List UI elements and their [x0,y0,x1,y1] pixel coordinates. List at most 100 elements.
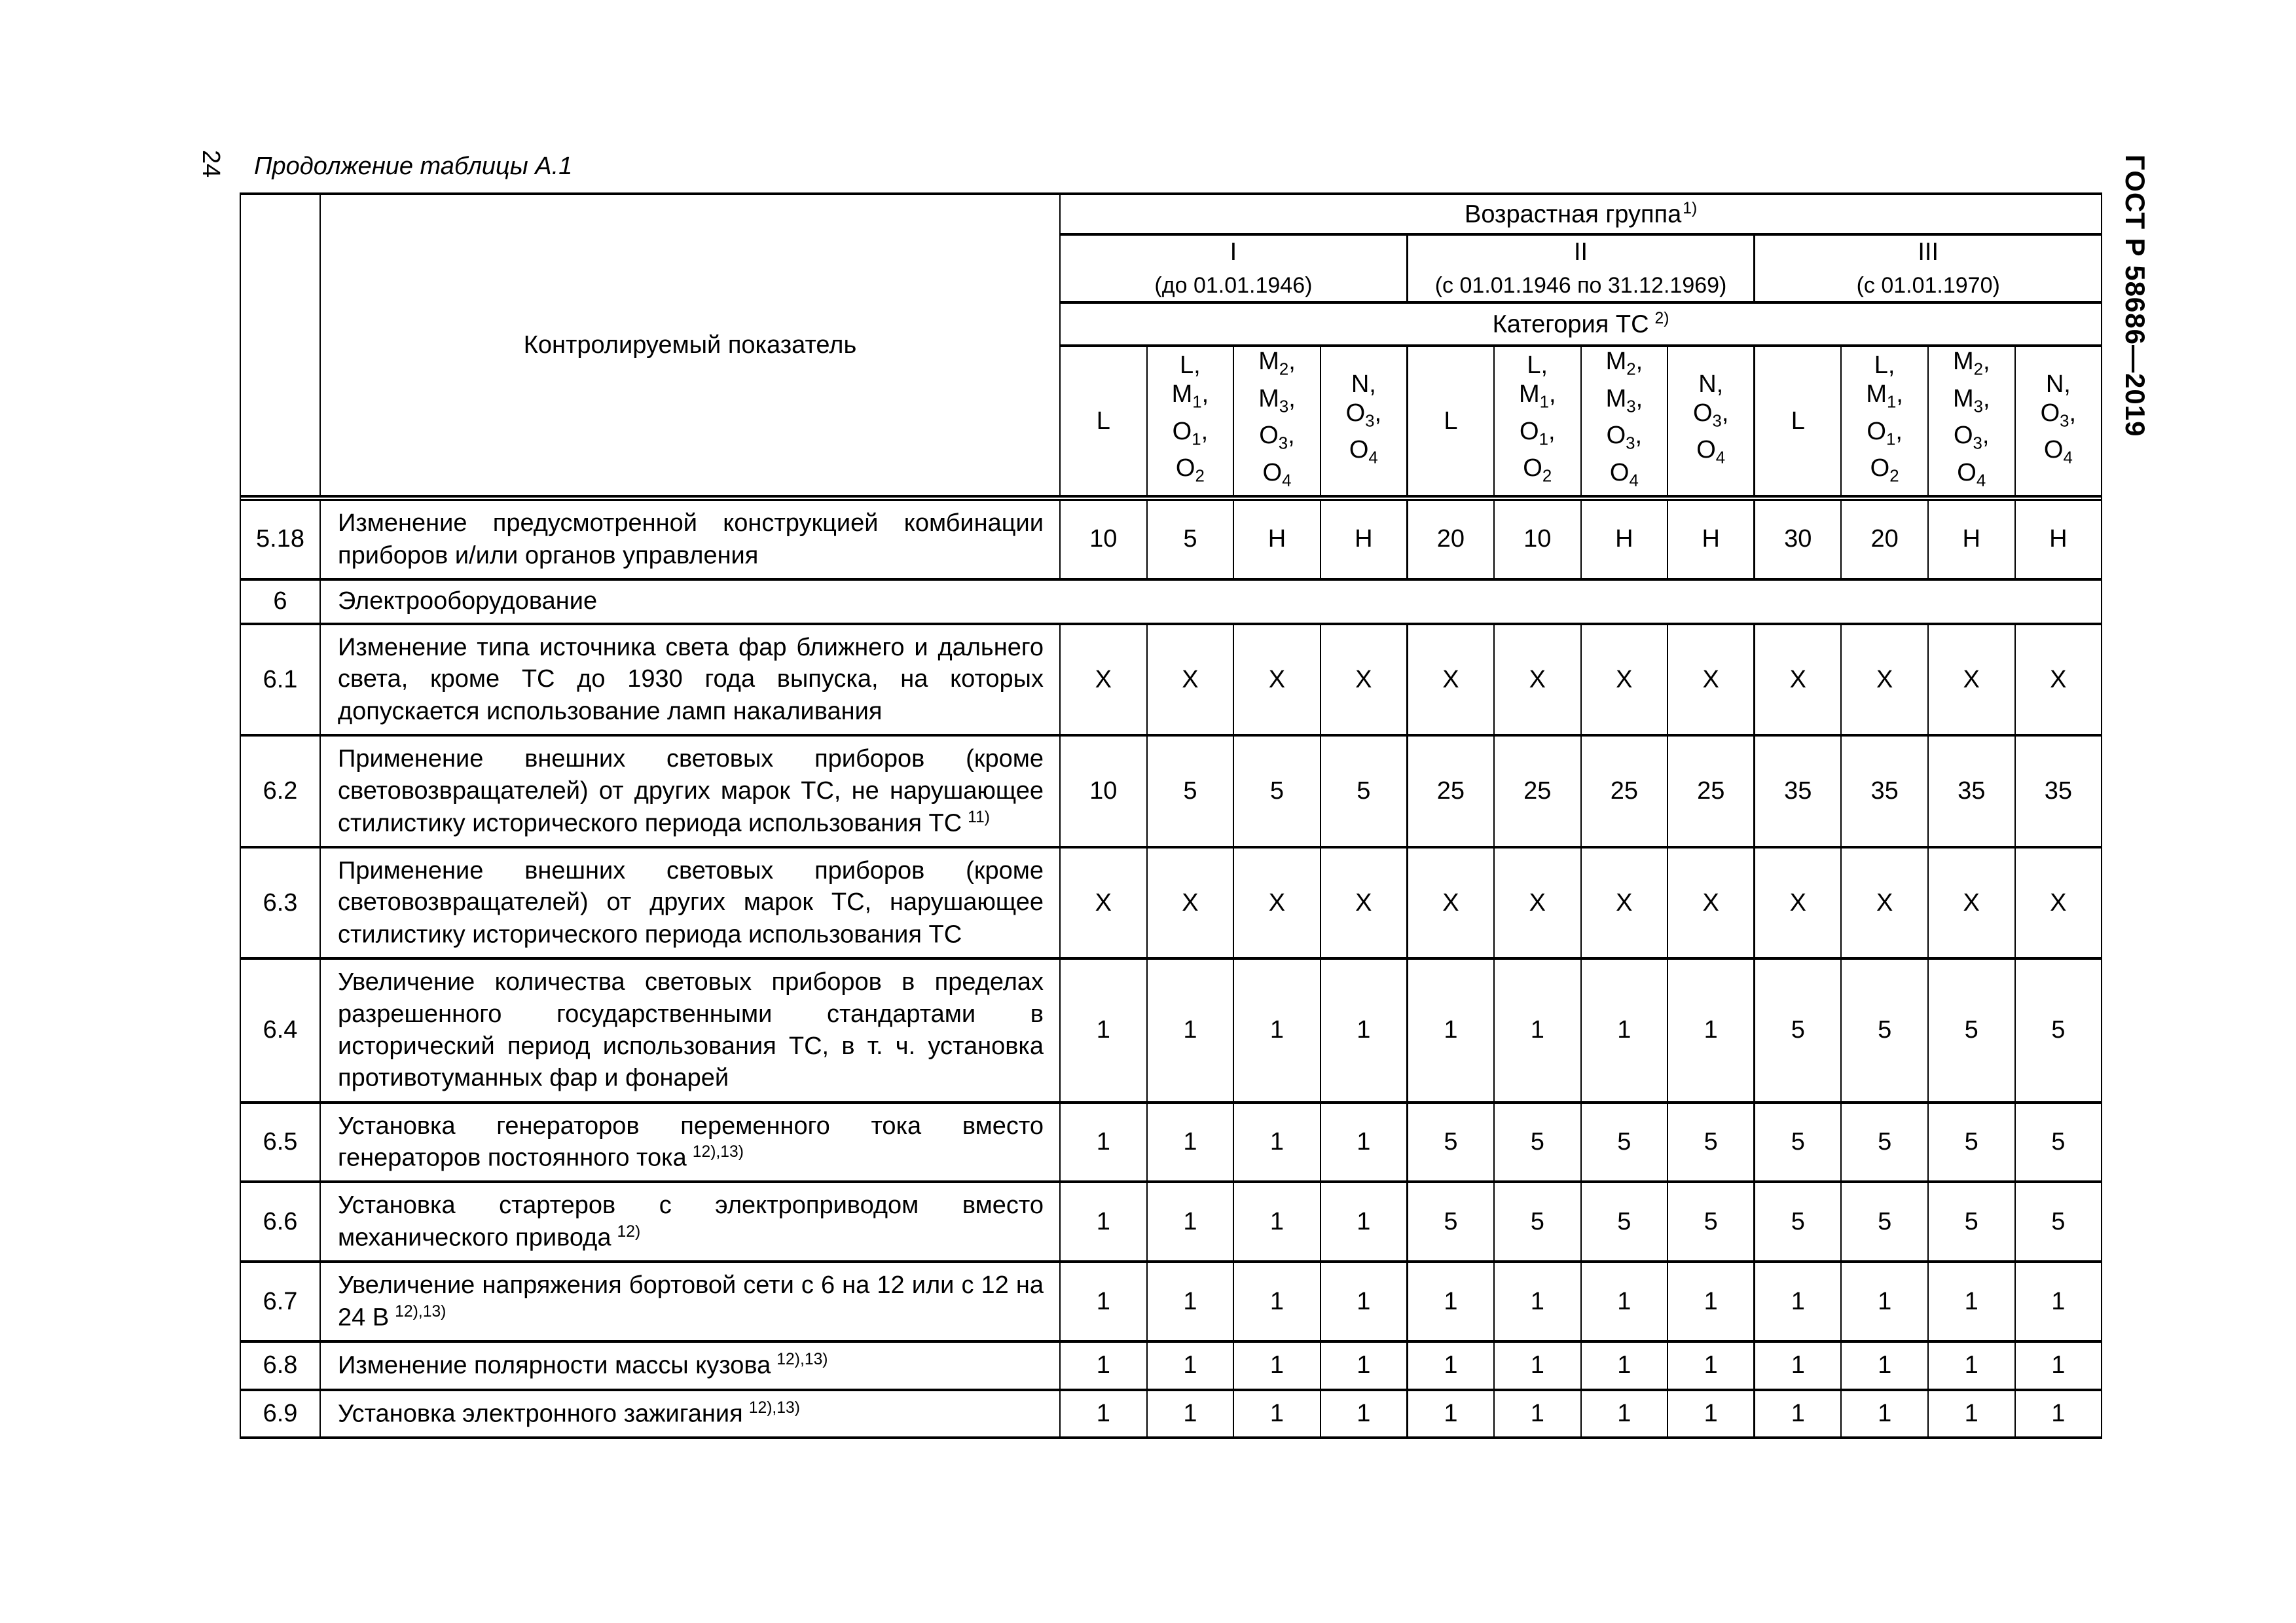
value-cell: 1 [1493,957,1582,1104]
value-cell: 1 [1667,1260,1755,1343]
section-label-cell: Электрооборудование [319,577,2103,625]
vehicle-category-label: Категория ТС [1492,310,1649,338]
footnote-marker: 12),13) [692,1143,744,1161]
table-row: 6.2 Применение внешних световых приборов … [240,734,2103,848]
table-row: 6.5 Установка генераторов переменного ток… [240,1101,2103,1184]
value-cell: 1 [1319,1388,1408,1439]
value-cell: 1 [1493,1260,1582,1343]
value-cell: 1 [1233,1180,1321,1264]
value-cell: 1 [1493,1340,1582,1391]
value-cell: 5 [1753,1180,1842,1264]
value-cell: 1 [2014,1340,2103,1391]
value-cell: Н [1580,498,1669,581]
indicator-label-cell: Изменение типа источника света фар ближн… [319,622,1061,737]
category-column-LM1O1O2: L, M1, O1, O2 [1840,344,1929,498]
age-group-I-header: I (до 01.01.1946) [1059,233,1408,304]
row-number-cell: 6.4 [240,957,321,1104]
value-cell: 25 [1580,734,1669,848]
indicator-text: Установка электронного зажигания [338,1400,743,1428]
value-cell: 1 [1319,1340,1408,1391]
value-cell: 5 [1319,734,1408,848]
indicator-text: Увеличение напряжения бортовой сети с 6 … [338,1271,1044,1332]
table-row: 6.6 Установка стартеров с электроприводом… [240,1180,2103,1264]
table-row: 6.4 Увеличение количества световых прибор… [240,957,2103,1104]
category-column-L: L [1753,344,1842,498]
value-cell: 5 [2014,1180,2103,1264]
table-body: 5.18 Изменение предусмотренной конструкци… [239,495,2103,1439]
row-number-cell: 6.8 [240,1340,321,1391]
value-cell: 20 [1406,498,1495,581]
category-column-L: L [1406,344,1495,498]
value-cell: 25 [1406,734,1495,848]
value-cell: 1 [1580,1260,1669,1343]
indicator-text: Установка стартеров с электроприводом вм… [338,1192,1044,1252]
value-cell: 5 [1667,1101,1755,1184]
row-number-cell: 6.6 [240,1180,321,1264]
table-row: 6.7 Увеличение напряжения бортовой сети с… [240,1260,2103,1343]
value-cell: 1 [1059,1101,1148,1184]
category-column-M2M3O3O4: M2, M3, O3, O4 [1927,344,2016,498]
value-cell: Н [1233,498,1321,581]
indicator-label-cell: Установка генераторов переменного тока в… [319,1101,1061,1184]
value-cell: 1 [1233,1260,1321,1343]
indicator-text: Установка генераторов переменного тока в… [338,1112,1044,1172]
footnote-marker: 12),13) [748,1398,800,1417]
value-cell: 5 [1493,1180,1582,1264]
age-group-header: Возрастная группа1) [1059,192,2103,236]
value-cell: 1 [1319,957,1408,1104]
value-cell: 30 [1753,498,1842,581]
value-cell: Х [1406,845,1495,960]
value-cell: 1 [1840,1388,1929,1439]
value-cell: 5 [1233,734,1321,848]
age-group-III-header: III (с 01.01.1970) [1753,233,2103,304]
footnote-marker: 11) [968,808,990,826]
value-cell: 1 [1146,1101,1235,1184]
value-cell: 1 [1840,1340,1929,1391]
table-continuation-title: Продолжение таблицы А.1 [254,153,573,180]
value-cell: Х [1840,845,1929,960]
indicator-header: Контролируемый показатель [319,192,1061,498]
value-cell: 1 [1406,1388,1495,1439]
age-group-label: Возрастная группа [1464,200,1682,228]
row-number-cell: 6.9 [240,1388,321,1439]
value-cell: 5 [1580,1101,1669,1184]
value-cell: Н [2014,498,2103,581]
indicator-label-cell: Установка стартеров с электроприводом вм… [319,1180,1061,1264]
value-cell: 1 [1927,1260,2016,1343]
value-cell: 1 [1059,1340,1148,1391]
value-cell: 5 [2014,957,2103,1104]
value-cell: 5 [1753,1101,1842,1184]
value-cell: Х [1319,845,1408,960]
table-row: 6.8 Изменение полярности массы кузова 12),… [240,1340,2103,1391]
table-row: 6.9 Установка электронного зажигания 12),1… [240,1388,2103,1439]
value-cell: 1 [1233,1388,1321,1439]
value-cell: Х [1580,845,1669,960]
value-cell: 1 [2014,1388,2103,1439]
value-cell: Н [1927,498,2016,581]
indicator-text: Изменение полярности массы кузова [338,1351,771,1379]
value-cell: 1 [1580,1388,1669,1439]
value-cell: 1 [1753,1260,1842,1343]
category-column-M2M3O3O4: M2, M3, O3, O4 [1580,344,1669,498]
category-column-NO3O4: N, O3, O4 [1667,344,1755,498]
value-cell: 1 [1059,1180,1148,1264]
value-cell: 1 [1146,1340,1235,1391]
value-cell: Х [1753,845,1842,960]
value-cell: 1 [1667,1388,1755,1439]
value-cell: Х [2014,845,2103,960]
table-row: 6.3 Применение внешних световых приборов … [240,845,2103,960]
value-cell: 35 [1840,734,1929,848]
table-row: 6.1 Изменение типа источника света фар бл… [240,622,2103,737]
indicator-label-cell: Изменение предусмотренной конструкцией к… [319,498,1061,581]
value-cell: 10 [1059,734,1148,848]
group-range: (с 01.01.1970) [1856,273,2000,298]
value-cell: 5 [1927,957,2016,1104]
value-cell: Х [1146,622,1235,737]
value-cell: 1 [1319,1180,1408,1264]
value-cell: 1 [1406,1260,1495,1343]
value-cell: Х [1319,622,1408,737]
value-cell: 1 [1233,1101,1321,1184]
value-cell: 25 [1667,734,1755,848]
value-cell: 1 [2014,1260,2103,1343]
group-range: (с 01.01.1946 по 31.12.1969) [1434,273,1727,298]
